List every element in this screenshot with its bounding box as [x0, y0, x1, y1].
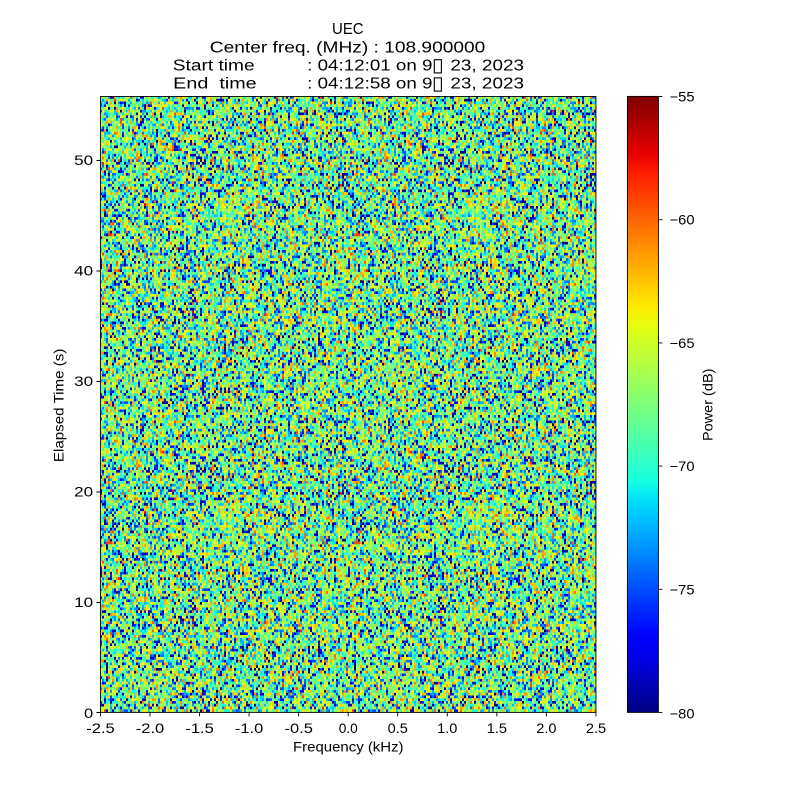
- svg-text:2.0: 2.0: [536, 720, 556, 736]
- svg-text:−75: −75: [670, 581, 695, 597]
- svg-text:−55: −55: [670, 89, 695, 105]
- svg-text:40: 40: [74, 262, 93, 278]
- svg-text:23, 2023: 23, 2023: [450, 76, 524, 93]
- svg-text:-0.5: -0.5: [285, 720, 314, 736]
- svg-text:1.5: 1.5: [487, 720, 507, 736]
- svg-text:10: 10: [74, 594, 93, 610]
- svg-text:−65: −65: [670, 335, 695, 351]
- svg-text:−70: −70: [670, 458, 695, 474]
- svg-text:: 04:12:58 on 9: : 04:12:58 on 9: [307, 76, 432, 93]
- svg-text:-1.0: -1.0: [235, 720, 264, 736]
- svg-text:Power (dB): Power (dB): [699, 369, 715, 442]
- svg-text:-2.0: -2.0: [136, 720, 165, 736]
- svg-text:UEC: UEC: [332, 21, 364, 38]
- svg-text:−80: −80: [670, 705, 695, 721]
- svg-text:Center freq. (MHz) : 108.90000: Center freq. (MHz) : 108.900000: [210, 39, 486, 56]
- svg-text:-2.5: -2.5: [86, 720, 115, 736]
- svg-text:0.5: 0.5: [388, 720, 408, 736]
- svg-text:50: 50: [74, 152, 93, 168]
- svg-text:0.0: 0.0: [339, 720, 358, 736]
- svg-text:: 04:12:01 on 9: : 04:12:01 on 9: [307, 57, 432, 74]
- svg-text:0: 0: [84, 705, 94, 721]
- svg-text:-1.5: -1.5: [185, 720, 214, 736]
- svg-text:1.0: 1.0: [437, 720, 457, 736]
- svg-text:End time: End time: [173, 76, 257, 93]
- svg-text:2.5: 2.5: [586, 720, 606, 736]
- svg-text:−60: −60: [670, 212, 695, 228]
- svg-text:Frequency (kHz): Frequency (kHz): [293, 739, 404, 755]
- svg-text:Elapsed Time (s): Elapsed Time (s): [50, 349, 66, 463]
- svg-text:Start time: Start time: [173, 57, 255, 74]
- svg-text:30: 30: [74, 373, 93, 389]
- svg-text:20: 20: [74, 483, 93, 499]
- svg-text:23, 2023: 23, 2023: [450, 57, 524, 74]
